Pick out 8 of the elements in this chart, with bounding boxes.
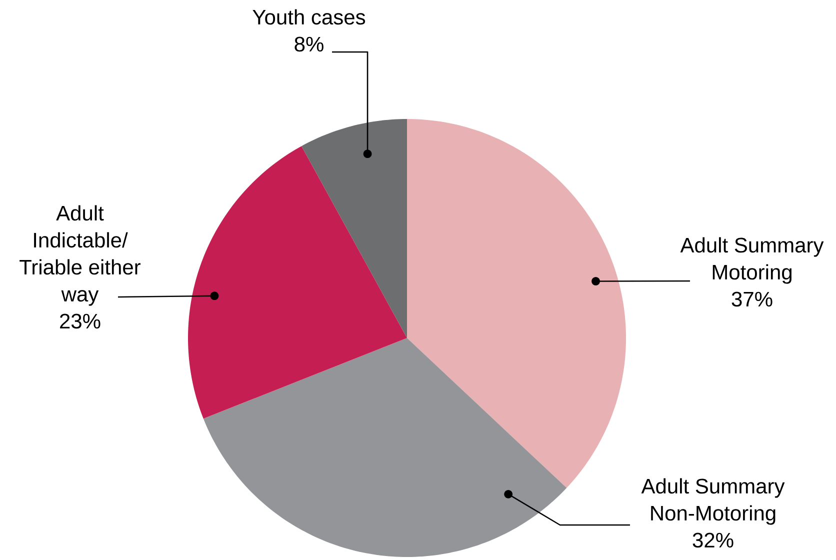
- slice-label: Adult Summary Motoring: [680, 237, 824, 284]
- data-label: 8%: [294, 36, 324, 52]
- data-label: 23%: [60, 314, 100, 329]
- slice-label: Adult Summary Non-Motoring: [641, 478, 785, 525]
- data-label: 32%: [692, 532, 734, 548]
- data-label: 37%: [732, 292, 772, 307]
- slice-label: Adult Indictable/ Triable either way: [20, 205, 140, 306]
- slice-label: Youth cases: [252, 9, 366, 25]
